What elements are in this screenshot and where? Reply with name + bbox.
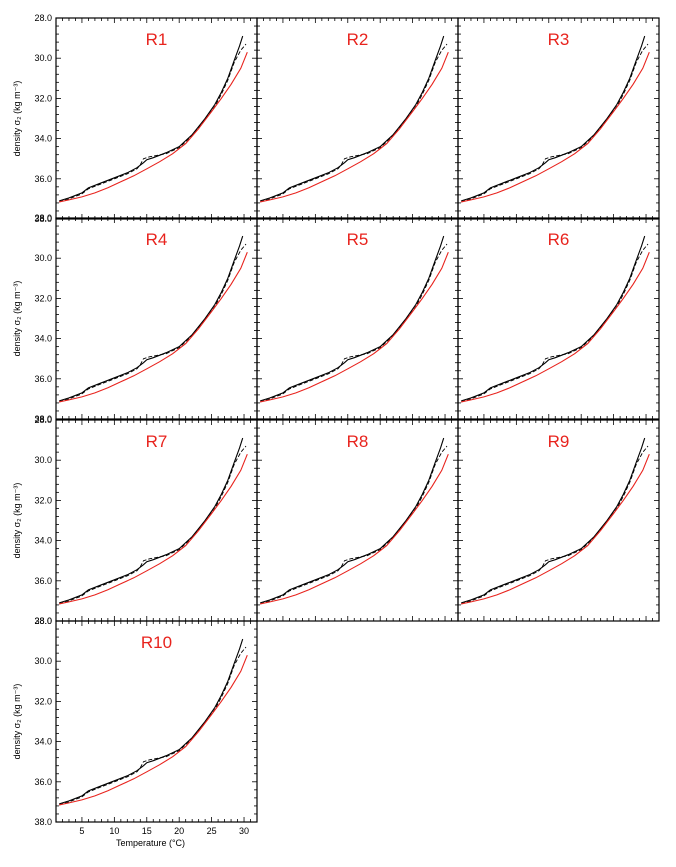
series-line-red-solid xyxy=(59,51,248,203)
panel-title: R1 xyxy=(146,30,168,49)
series-line-black-solid xyxy=(461,235,646,402)
series-line-red-solid xyxy=(260,453,449,605)
panel-title: R7 xyxy=(146,432,168,451)
y-tick-label: 28.0 xyxy=(34,13,52,23)
series-line-red-solid xyxy=(461,251,650,403)
series-line-red-solid xyxy=(260,251,449,403)
series-line-black-solid xyxy=(59,35,244,202)
y-tick-label: 34.0 xyxy=(34,334,52,344)
x-tick-label: 25 xyxy=(207,826,217,836)
series-line-black-dashed xyxy=(59,646,247,806)
y-tick-label: 28.0 xyxy=(34,213,52,223)
panel-R6: R6 xyxy=(457,217,660,420)
y-axis-title: density σ₂ (kg m⁻³) xyxy=(12,684,22,760)
panel-title: R9 xyxy=(548,432,570,451)
y-tick-label: 38.0 xyxy=(34,817,52,827)
panel-title: R4 xyxy=(146,230,168,249)
x-tick-label: 30 xyxy=(239,826,249,836)
panel-R1: 28.0 30.0 32.0 34.0 36.0 38.0 density σ₂ (kg m… xyxy=(12,13,258,224)
series-line-black-solid xyxy=(59,235,244,402)
series-line-red-solid xyxy=(461,51,650,203)
series-line-black-dashed xyxy=(260,43,448,203)
series-line-black-solid xyxy=(461,437,646,604)
y-tick-label: 38.0 xyxy=(34,616,52,626)
panel-title: R2 xyxy=(347,30,369,49)
y-tick-label: 30.0 xyxy=(34,455,52,465)
series-line-black-solid xyxy=(59,437,244,604)
series-line-black-solid xyxy=(461,35,646,202)
series-line-red-solid xyxy=(260,51,449,203)
y-tick-label: 38.0 xyxy=(34,214,52,224)
series-line-black-dashed xyxy=(461,445,649,605)
panel-R5: R5 xyxy=(256,217,459,420)
panel-title: R10 xyxy=(141,633,172,652)
series-line-black-dashed xyxy=(461,43,649,203)
panel-title: R8 xyxy=(347,432,369,451)
panel-frame xyxy=(55,620,258,823)
y-tick-label: 36.0 xyxy=(34,777,52,787)
y-tick-label: 34.0 xyxy=(34,737,52,747)
series-line-black-dashed xyxy=(59,445,247,605)
y-tick-label: 32.0 xyxy=(34,696,52,706)
series-line-black-solid xyxy=(260,35,445,202)
y-tick-label: 30.0 xyxy=(34,53,52,63)
y-tick-label: 36.0 xyxy=(34,576,52,586)
x-tick-label: 5 xyxy=(79,826,84,836)
panel-title: R5 xyxy=(347,230,369,249)
panel-R7: 28.0 30.0 32.0 34.0 36.0 38.0 density σ₂ (kg m… xyxy=(12,415,258,626)
y-axis-title: density σ₂ (kg m⁻³) xyxy=(12,81,22,157)
panel-frame xyxy=(457,217,660,420)
series-line-black-solid xyxy=(260,437,445,604)
series-line-black-dashed xyxy=(59,243,247,403)
panel-title: R3 xyxy=(548,30,570,49)
y-tick-label: 32.0 xyxy=(34,93,52,103)
y-tick-label: 38.0 xyxy=(34,414,52,424)
y-tick-label: 32.0 xyxy=(34,293,52,303)
x-axis-title: Temperature (°C) xyxy=(116,838,185,848)
series-line-black-solid xyxy=(260,235,445,402)
series-line-red-solid xyxy=(461,453,650,605)
y-tick-label: 36.0 xyxy=(34,374,52,384)
panel-frame xyxy=(457,419,660,622)
y-tick-label: 28.0 xyxy=(34,415,52,425)
panel-R4: 28.0 30.0 32.0 34.0 36.0 38.0 density σ₂ (kg m… xyxy=(12,213,258,424)
y-tick-label: 30.0 xyxy=(34,253,52,263)
panel-R2: R2 xyxy=(256,17,459,220)
series-line-red-solid xyxy=(59,654,248,806)
panel-frame xyxy=(457,17,660,220)
y-axis-title: density σ₂ (kg m⁻³) xyxy=(12,483,22,559)
series-line-red-solid xyxy=(59,251,248,403)
panel-R9: R9 xyxy=(457,419,660,622)
panel-title: R6 xyxy=(548,230,570,249)
x-tick-label: 20 xyxy=(174,826,184,836)
panel-R3: R3 xyxy=(457,17,660,220)
y-tick-label: 34.0 xyxy=(34,536,52,546)
y-tick-label: 34.0 xyxy=(34,134,52,144)
series-line-black-solid xyxy=(59,638,244,805)
y-tick-label: 30.0 xyxy=(34,656,52,666)
x-tick-label: 10 xyxy=(109,826,119,836)
y-tick-label: 32.0 xyxy=(34,495,52,505)
series-line-red-solid xyxy=(59,453,248,605)
panel-R8: R8 xyxy=(256,419,459,622)
series-line-black-dashed xyxy=(260,445,448,605)
series-line-black-dashed xyxy=(461,243,649,403)
y-axis-title: density σ₂ (kg m⁻³) xyxy=(12,281,22,357)
panel-R10: 28.0 30.0 32.0 34.0 36.0 38.0 density σ₂ (kg m… xyxy=(12,616,258,827)
series-line-black-dashed xyxy=(59,43,247,203)
y-tick-label: 28.0 xyxy=(34,616,52,626)
y-tick-label: 36.0 xyxy=(34,174,52,184)
series-line-black-dashed xyxy=(260,243,448,403)
x-tick-label: 15 xyxy=(142,826,152,836)
